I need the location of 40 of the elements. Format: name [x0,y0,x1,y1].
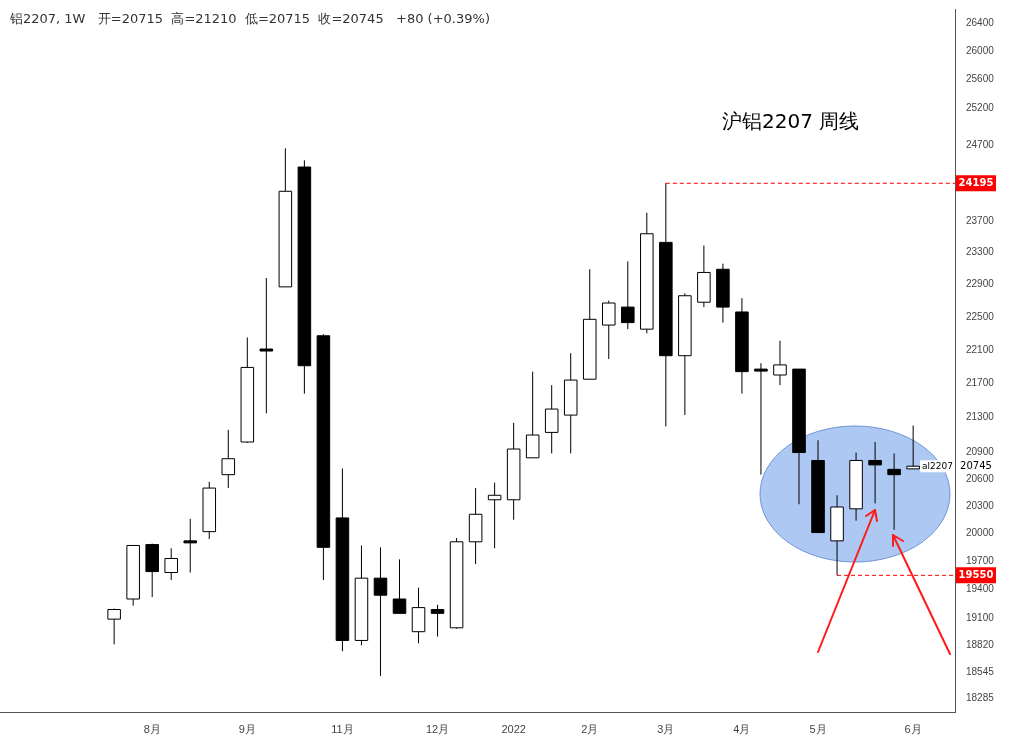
x-tick-label: 12月 [425,722,450,735]
y-tick-label: 20300 [966,499,995,511]
x-tick-label: 9月 [238,722,256,735]
y-tick-label: 18820 [966,639,995,651]
y-tick-label: 19100 [966,611,995,623]
ref-line-label: 24195 [958,176,994,188]
y-tick-label: 18285 [966,692,995,704]
y-tick-label: 24700 [966,139,995,151]
candlestick [164,547,178,581]
y-tick-label: 19700 [966,555,995,567]
y-tick-label: 22100 [966,343,995,355]
y-tick-label: 21300 [966,411,995,423]
y-tick-label: 22500 [966,310,995,322]
x-tick-label: 2022 [501,722,526,735]
y-tick-label: 25200 [966,102,995,114]
y-tick-label: 20000 [966,527,995,539]
chart-subtitle: 铝2207, 1W 开=20715 高=21210 低=20715 收=20745 +80 (+0.39%) [10,10,490,28]
y-tick-label: 23700 [966,215,995,227]
ref-line-label: 19550 [958,568,994,580]
y-tick-label: 25600 [966,73,995,85]
y-tick-label: 20600 [966,472,995,484]
y-tick-label: 23300 [966,246,995,258]
x-tick-label: 4月 [733,722,751,735]
y-tick-label: 19400 [966,583,995,595]
x-tick-label: 8月 [143,722,161,735]
x-tick-label: 11月 [331,722,354,735]
annotation: al2207 [922,460,953,471]
y-tick-label: 26000 [966,44,995,56]
x-tick-label: 3月 [657,722,675,735]
y-tick-label: 20900 [966,446,995,458]
y-tick-label: 18545 [966,666,995,678]
y-tick-label: 21700 [966,377,995,389]
candlestick [107,608,121,645]
text: 沪铝2207 周线 [722,108,860,135]
x-tick-label: 2月 [581,722,599,735]
text: 20745 [960,459,992,471]
y-tick-label: 22900 [966,278,995,290]
y-tick-label: 26400 [966,16,995,28]
x-tick-label: 5月 [809,722,827,735]
x-tick-label: 6月 [904,722,922,735]
